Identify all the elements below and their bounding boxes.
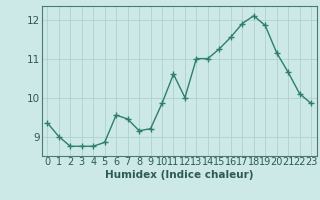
X-axis label: Humidex (Indice chaleur): Humidex (Indice chaleur) [105,170,253,180]
